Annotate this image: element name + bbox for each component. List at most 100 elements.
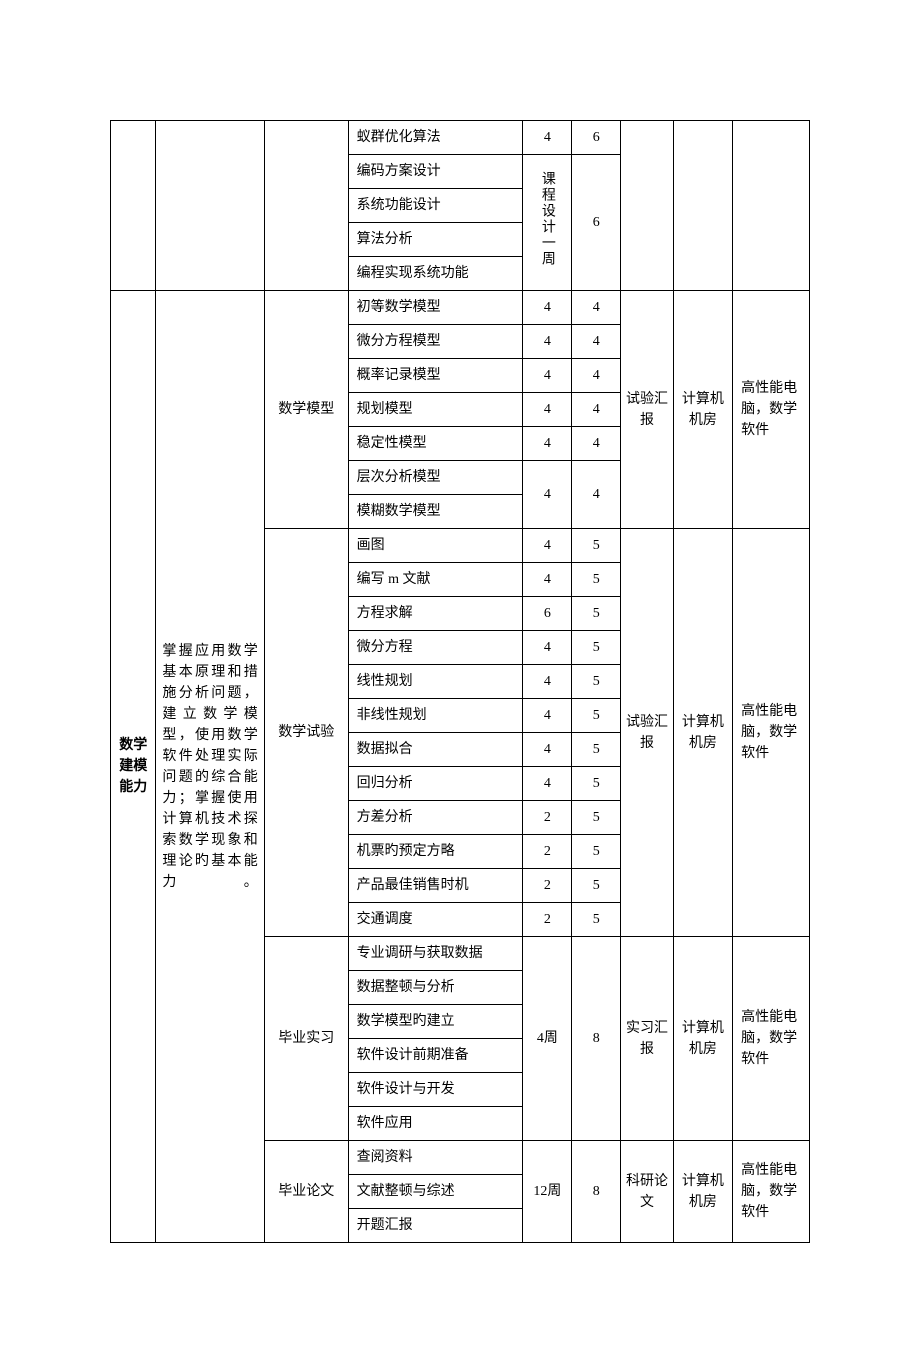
cell-topic: 模糊数学模型 [348,495,523,529]
cell-topic: 算法分析 [348,223,523,257]
cell-hours: 4 [523,699,572,733]
cell-hours: 2 [523,903,572,937]
cell-term: 4 [572,325,621,359]
cell-topic: 方程求解 [348,597,523,631]
cell-topic: 交通调度 [348,903,523,937]
cell-location: 计算机机房 [673,291,732,529]
cell-equipment: 高性能电脑，数学软件 [733,937,810,1141]
cell-assessment: 科研论文 [621,1141,673,1243]
cell-empty [111,121,156,291]
cell-topic: 概率记录模型 [348,359,523,393]
cell-location: 计算机机房 [673,937,732,1141]
cell-topic: 微分方程模型 [348,325,523,359]
cell-hours: 2 [523,835,572,869]
cell-topic: 查阅资料 [348,1141,523,1175]
cell-course: 毕业实习 [264,937,348,1141]
cell-hours: 4 [523,529,572,563]
cell-equipment: 高性能电脑，数学软件 [733,1141,810,1243]
cell-topic: 编程实现系统功能 [348,257,523,291]
cell-empty [733,121,810,291]
cell-assessment: 试验汇报 [621,291,673,529]
cell-empty [621,121,673,291]
cell-hours: 4 [523,359,572,393]
curriculum-table: 蚁群优化算法 4 6 编码方案设计 课程设计一周 6 系统功能设计 算法分析 编… [110,120,810,1243]
cell-hours: 4周 [523,937,572,1141]
cell-location: 计算机机房 [673,529,732,937]
cell-term: 8 [572,1141,621,1243]
cell-assessment: 试验汇报 [621,529,673,937]
cell-topic: 开题汇报 [348,1209,523,1243]
cell-topic: 软件应用 [348,1107,523,1141]
cell-assessment: 实习汇报 [621,937,673,1141]
cell-term: 5 [572,869,621,903]
cell-topic: 文献整顿与综述 [348,1175,523,1209]
cell-term: 4 [572,291,621,325]
cell-topic: 软件设计与开发 [348,1073,523,1107]
document-page: 蚁群优化算法 4 6 编码方案设计 课程设计一周 6 系统功能设计 算法分析 编… [0,0,920,1363]
cell-topic: 微分方程 [348,631,523,665]
cell-topic: 编码方案设计 [348,155,523,189]
cell-term: 5 [572,903,621,937]
cell-term: 8 [572,937,621,1141]
cell-term: 6 [572,155,621,291]
cell-hours: 2 [523,801,572,835]
cell-hours: 4 [523,291,572,325]
cell-term: 4 [572,427,621,461]
cell-hours: 4 [523,733,572,767]
cell-hours: 2 [523,869,572,903]
cell-hours: 6 [523,597,572,631]
cell-hours: 4 [523,121,572,155]
cell-ability: 数学建模能力 [111,291,156,1243]
cell-term: 4 [572,393,621,427]
table-row: 蚁群优化算法 4 6 [111,121,810,155]
cell-hours: 4 [523,767,572,801]
cell-term: 5 [572,665,621,699]
cell-empty [156,121,264,291]
cell-hours: 4 [523,563,572,597]
cell-topic: 方差分析 [348,801,523,835]
cell-term: 5 [572,563,621,597]
cell-term: 5 [572,529,621,563]
cell-term: 6 [572,121,621,155]
cell-topic: 稳定性模型 [348,427,523,461]
cell-term: 5 [572,801,621,835]
cell-course: 毕业论文 [264,1141,348,1243]
cell-hours: 4 [523,427,572,461]
cell-topic: 编写 m 文献 [348,563,523,597]
cell-course: 数学试验 [264,529,348,937]
cell-term: 4 [572,359,621,393]
cell-topic: 蚁群优化算法 [348,121,523,155]
cell-empty [264,121,348,291]
cell-hours: 12周 [523,1141,572,1243]
cell-equipment: 高性能电脑，数学软件 [733,529,810,937]
cell-topic: 数据拟合 [348,733,523,767]
cell-hours: 4 [523,325,572,359]
cell-topic: 非线性规划 [348,699,523,733]
cell-topic: 层次分析模型 [348,461,523,495]
cell-term: 5 [572,767,621,801]
cell-topic: 专业调研与获取数据 [348,937,523,971]
cell-equipment: 高性能电脑，数学软件 [733,291,810,529]
cell-hours: 4 [523,393,572,427]
cell-topic: 数学模型旳建立 [348,1005,523,1039]
cell-topic: 规划模型 [348,393,523,427]
cell-empty [673,121,732,291]
cell-topic: 初等数学模型 [348,291,523,325]
cell-topic: 数据整顿与分析 [348,971,523,1005]
cell-topic: 系统功能设计 [348,189,523,223]
cell-hours-vertical: 课程设计一周 [523,155,572,291]
cell-hours: 4 [523,461,572,529]
cell-location: 计算机机房 [673,1141,732,1243]
cell-description: 掌握应用数学基本原理和措施分析问题，建立数学模型，使用数学软件处理实际问题的综合… [156,291,264,1243]
cell-hours: 4 [523,631,572,665]
table-row: 数学建模能力 掌握应用数学基本原理和措施分析问题，建立数学模型，使用数学软件处理… [111,291,810,325]
cell-topic: 软件设计前期准备 [348,1039,523,1073]
cell-topic: 产品最佳销售时机 [348,869,523,903]
cell-term: 5 [572,597,621,631]
cell-topic: 画图 [348,529,523,563]
cell-topic: 机票旳预定方略 [348,835,523,869]
cell-term: 5 [572,699,621,733]
cell-hours: 4 [523,665,572,699]
cell-topic: 回归分析 [348,767,523,801]
cell-term: 5 [572,733,621,767]
